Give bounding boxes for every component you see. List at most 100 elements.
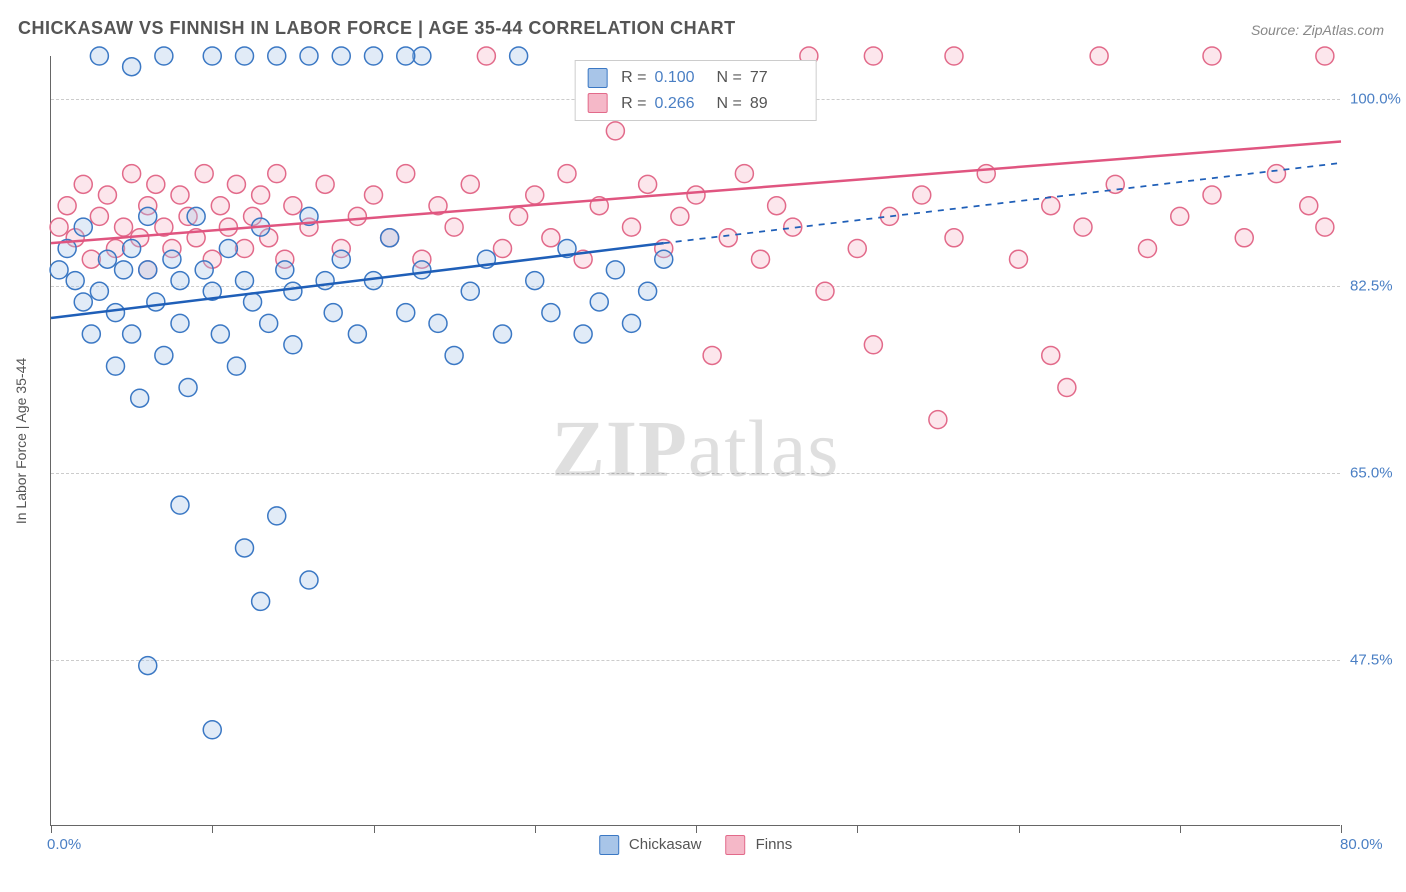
swatch-finns-icon (725, 835, 745, 855)
data-point (445, 218, 463, 236)
legend-item-finns: Finns (725, 835, 792, 855)
data-point (461, 175, 479, 193)
data-point (558, 165, 576, 183)
data-point (203, 721, 221, 739)
data-point (98, 186, 116, 204)
legend-row-chickasaw: R = 0.100 N = 77 (587, 65, 804, 91)
data-point (300, 47, 318, 65)
data-point (623, 218, 641, 236)
data-point (50, 218, 68, 236)
x-tick (374, 825, 375, 833)
y-tick-label: 65.0% (1350, 465, 1406, 482)
data-point (1139, 240, 1157, 258)
legend-r-label: R = (621, 65, 646, 91)
data-point (252, 592, 270, 610)
x-tick (535, 825, 536, 833)
data-point (348, 207, 366, 225)
source-attribution: Source: ZipAtlas.com (1251, 22, 1384, 38)
data-point (163, 250, 181, 268)
data-point (187, 207, 205, 225)
data-point (236, 240, 254, 258)
y-tick-label: 82.5% (1350, 277, 1406, 294)
legend-n-value-chickasaw: 77 (750, 65, 804, 91)
legend-label-chickasaw: Chickasaw (629, 836, 702, 853)
data-point (526, 186, 544, 204)
x-axis-max-label: 80.0% (1340, 836, 1400, 853)
chart-container: CHICKASAW VS FINNISH IN LABOR FORCE | AG… (0, 0, 1406, 892)
data-point (139, 657, 157, 675)
data-point (687, 186, 705, 204)
data-point (179, 379, 197, 397)
data-point (211, 325, 229, 343)
data-point (1042, 346, 1060, 364)
data-point (848, 240, 866, 258)
legend-r-label: R = (621, 91, 646, 117)
data-point (115, 261, 133, 279)
data-point (977, 165, 995, 183)
data-point (574, 325, 592, 343)
x-tick (696, 825, 697, 833)
data-point (494, 240, 512, 258)
data-point (590, 293, 608, 311)
data-point (1090, 47, 1108, 65)
data-point (606, 122, 624, 140)
data-point (131, 389, 149, 407)
data-point (260, 314, 278, 332)
data-point (445, 346, 463, 364)
data-point (244, 293, 262, 311)
x-tick (51, 825, 52, 833)
data-point (227, 175, 245, 193)
swatch-chickasaw-icon (599, 835, 619, 855)
data-point (74, 218, 92, 236)
data-point (1058, 379, 1076, 397)
data-point (236, 539, 254, 557)
plot-area: In Labor Force | Age 35-44 47.5%65.0%82.… (50, 56, 1340, 826)
legend-label-finns: Finns (756, 836, 793, 853)
x-axis-min-label: 0.0% (47, 836, 81, 853)
data-point (284, 282, 302, 300)
regression-line (51, 243, 664, 318)
data-point (66, 272, 84, 290)
data-point (171, 186, 189, 204)
data-point (703, 346, 721, 364)
data-point (397, 47, 415, 65)
data-point (1042, 197, 1060, 215)
data-point (1268, 165, 1286, 183)
data-point (139, 207, 157, 225)
data-point (639, 282, 657, 300)
data-point (332, 250, 350, 268)
data-point (147, 293, 165, 311)
legend-item-chickasaw: Chickasaw (599, 835, 702, 855)
data-point (1203, 186, 1221, 204)
data-point (284, 336, 302, 354)
data-point (58, 197, 76, 215)
data-point (913, 186, 931, 204)
y-tick-label: 100.0% (1350, 90, 1406, 107)
swatch-finns-icon (587, 93, 607, 113)
data-point (864, 336, 882, 354)
data-point (107, 357, 125, 375)
legend-r-value-chickasaw: 0.100 (655, 65, 709, 91)
data-point (195, 261, 213, 279)
legend-n-label: N = (717, 65, 742, 91)
data-point (413, 47, 431, 65)
x-tick (1341, 825, 1342, 833)
data-point (1235, 229, 1253, 247)
data-point (429, 314, 447, 332)
data-point (719, 229, 737, 247)
data-point (316, 175, 334, 193)
data-point (203, 47, 221, 65)
x-tick (212, 825, 213, 833)
data-point (655, 250, 673, 268)
legend-row-finns: R = 0.266 N = 89 (587, 91, 804, 117)
data-point (252, 186, 270, 204)
data-point (123, 165, 141, 183)
data-point (98, 250, 116, 268)
data-point (1300, 197, 1318, 215)
x-tick (1180, 825, 1181, 833)
data-point (413, 261, 431, 279)
data-point (90, 282, 108, 300)
y-tick-label: 47.5% (1350, 652, 1406, 669)
data-point (82, 250, 100, 268)
x-tick (857, 825, 858, 833)
